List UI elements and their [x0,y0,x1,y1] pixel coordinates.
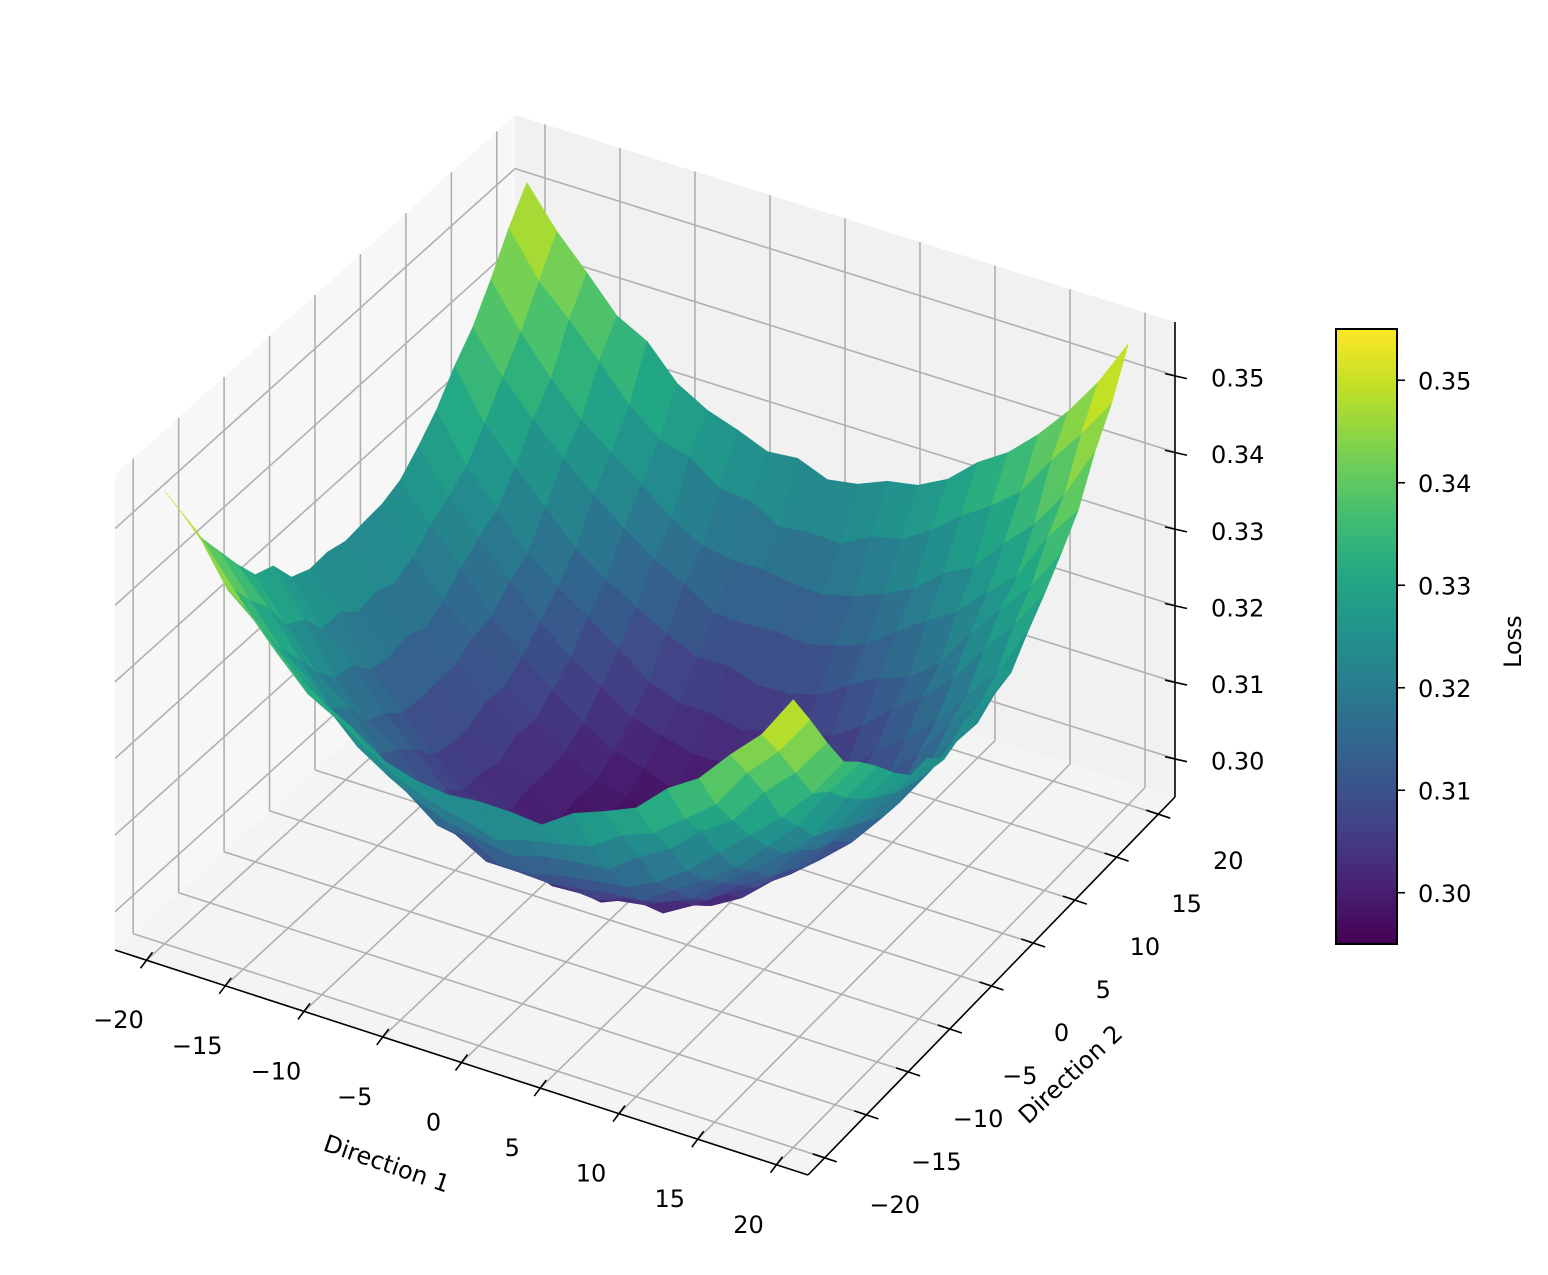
x-tick-label: −5 [337,1083,372,1111]
y-tick-label: −10 [953,1105,1004,1133]
y-tick-label: 10 [1130,933,1161,961]
x-tick-label: 20 [733,1211,764,1239]
colorbar-tick-label: 0.30 [1418,880,1471,908]
y-tick-label: −15 [911,1148,962,1176]
z-tick-label: 0.31 [1211,671,1264,699]
z-tick-label: 0.33 [1211,518,1264,546]
x-tick-label: 15 [654,1185,685,1213]
z-tick-label: 0.34 [1211,441,1264,469]
x-tick-label: −10 [251,1057,302,1085]
x-tick-label: 5 [505,1134,520,1162]
colorbar-tick-label: 0.35 [1418,367,1471,395]
loss-surface [164,182,1129,914]
x-tick-label: 0 [426,1109,441,1137]
y-axis-ticks: −20 −15 −10 −5 05 10 15 20 [812,809,1244,1219]
z-tick-label: 0.35 [1211,365,1264,393]
z-tick-label: 0.30 [1211,748,1264,776]
x-axis-label: Direction 1 [320,1129,453,1198]
x-tick-label: 10 [576,1160,607,1188]
y-tick-label: −20 [869,1191,920,1219]
y-tick-label: 0 [1054,1019,1069,1047]
z-axis-ticks: 0.30 0.31 0.32 0.33 0.34 0.35 [1164,365,1264,776]
y-tick-label: −5 [1002,1062,1037,1090]
z-tick-label: 0.32 [1211,594,1264,622]
x-tick-label: −20 [93,1006,144,1034]
colorbar-tick-label: 0.32 [1418,675,1471,703]
x-tick-label: −15 [172,1032,223,1060]
x-axis-ticks: −20 −15 −10 −5 0 5 10 15 20 [93,951,784,1239]
y-tick-label: 5 [1096,976,1111,1004]
colorbar-tick-label: 0.31 [1418,777,1471,805]
colorbar-ticks: 0.30 0.31 0.32 0.33 0.34 0.35 [1397,367,1471,908]
colorbar-gradient [1335,328,1398,945]
colorbar: 0.30 0.31 0.32 0.33 0.34 0.35 Loss [1335,328,1527,945]
colorbar-tick-label: 0.33 [1418,572,1471,600]
colorbar-label: Loss [1499,615,1527,668]
y-tick-label: 15 [1171,890,1202,918]
colorbar-tick-label: 0.34 [1418,470,1471,498]
y-tick-label: 20 [1213,847,1244,875]
